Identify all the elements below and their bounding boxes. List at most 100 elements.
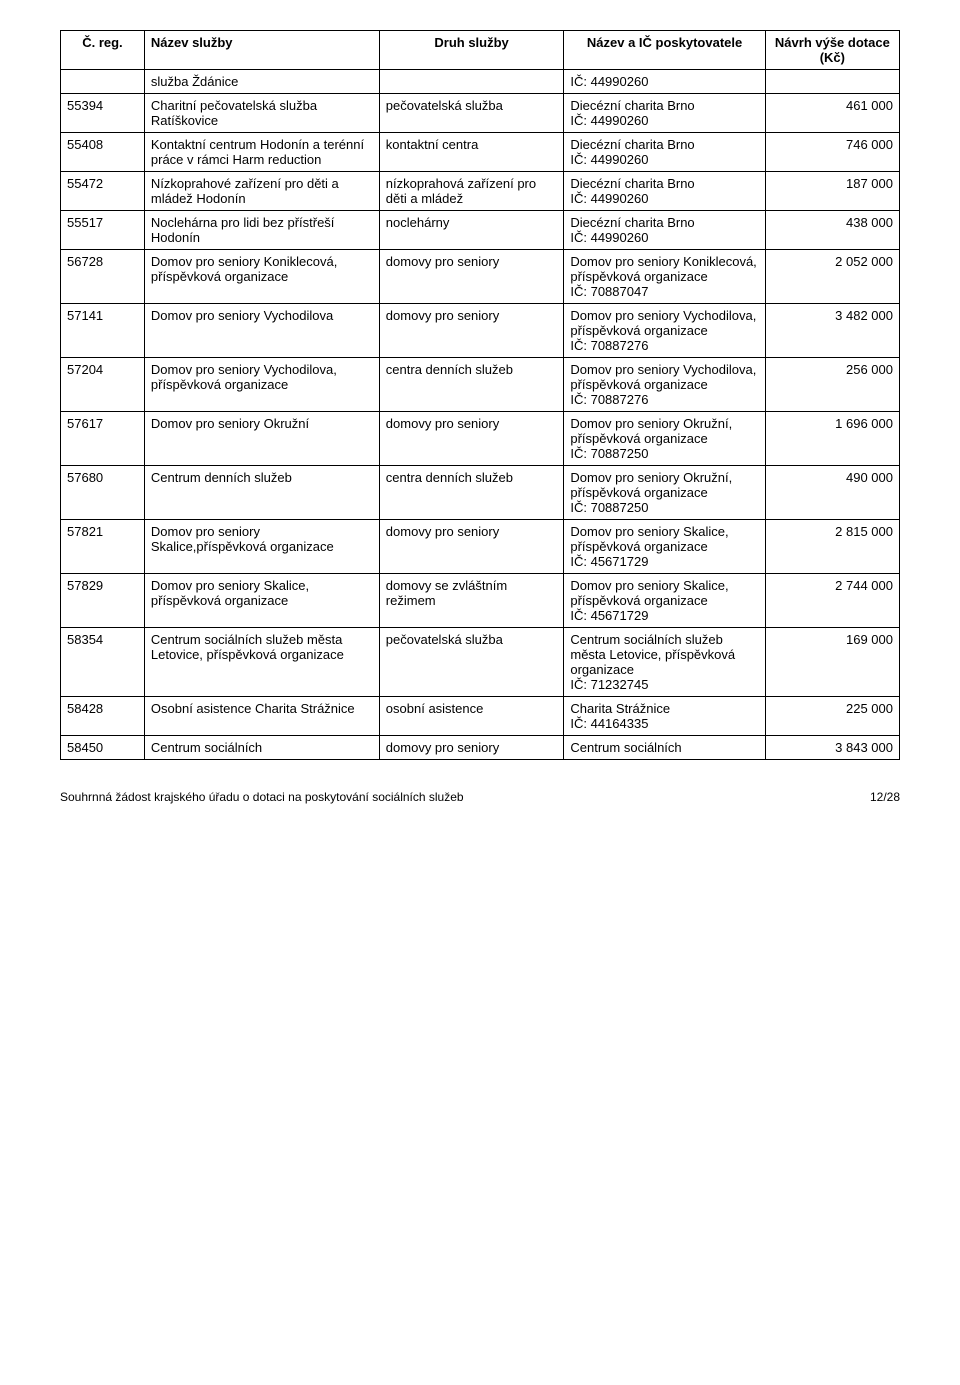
page-footer: Souhrnná žádost krajského úřadu o dotaci… — [60, 790, 900, 804]
cell-dotace — [765, 70, 899, 94]
cell-dotace: 490 000 — [765, 466, 899, 520]
cell-druh: centra denních služeb — [379, 358, 564, 412]
cell-reg: 58354 — [61, 628, 145, 697]
cell-nazev: Noclehárna pro lidi bez přístřeší Hodoní… — [144, 211, 379, 250]
cell-druh: domovy pro seniory — [379, 304, 564, 358]
table-row: 57204Domov pro seniory Vychodilova, přís… — [61, 358, 900, 412]
table-row: 58354Centrum sociálních služeb města Let… — [61, 628, 900, 697]
col-druh: Druh služby — [379, 31, 564, 70]
cell-druh: domovy pro seniory — [379, 520, 564, 574]
cell-druh: domovy pro seniory — [379, 412, 564, 466]
cell-nazev: Domov pro seniory Skalice, příspěvková o… — [144, 574, 379, 628]
footer-right: 12/28 — [870, 790, 900, 804]
cell-druh: pečovatelská služba — [379, 628, 564, 697]
table-row: 57680Centrum denních služebcentra denníc… — [61, 466, 900, 520]
col-dotace: Návrh výše dotace (Kč) — [765, 31, 899, 70]
cell-poskytovatel: Charita Strážnice IČ: 44164335 — [564, 697, 765, 736]
cell-dotace: 169 000 — [765, 628, 899, 697]
services-table: Č. reg. Název služby Druh služby Název a… — [60, 30, 900, 760]
cell-reg — [61, 70, 145, 94]
cell-nazev: Nízkoprahové zařízení pro děti a mládež … — [144, 172, 379, 211]
footer-left: Souhrnná žádost krajského úřadu o dotaci… — [60, 790, 464, 804]
cell-poskytovatel: Domov pro seniory Koniklecová, příspěvko… — [564, 250, 765, 304]
cell-dotace: 461 000 — [765, 94, 899, 133]
cell-dotace: 438 000 — [765, 211, 899, 250]
table-row: 57617Domov pro seniory Okružnídomovy pro… — [61, 412, 900, 466]
cell-nazev: Centrum sociálních služeb města Letovice… — [144, 628, 379, 697]
table-row: 55472Nízkoprahové zařízení pro děti a ml… — [61, 172, 900, 211]
cell-reg: 58428 — [61, 697, 145, 736]
cell-druh: pečovatelská služba — [379, 94, 564, 133]
cell-poskytovatel: Domov pro seniory Skalice, příspěvková o… — [564, 574, 765, 628]
cell-reg: 57680 — [61, 466, 145, 520]
cell-reg: 57829 — [61, 574, 145, 628]
cell-reg: 55394 — [61, 94, 145, 133]
cell-nazev: Domov pro seniory Skalice,příspěvková or… — [144, 520, 379, 574]
cell-poskytovatel: Diecézní charita Brno IČ: 44990260 — [564, 172, 765, 211]
table-header-row: Č. reg. Název služby Druh služby Název a… — [61, 31, 900, 70]
cell-poskytovatel: Diecézní charita Brno IČ: 44990260 — [564, 94, 765, 133]
cell-poskytovatel: IČ: 44990260 — [564, 70, 765, 94]
cell-poskytovatel: Centrum sociálních služeb města Letovice… — [564, 628, 765, 697]
cell-reg: 58450 — [61, 736, 145, 760]
cell-nazev: Domov pro seniory Koniklecová, příspěvko… — [144, 250, 379, 304]
cell-dotace: 225 000 — [765, 697, 899, 736]
cell-dotace: 1 696 000 — [765, 412, 899, 466]
cell-druh — [379, 70, 564, 94]
cell-nazev: Centrum denních služeb — [144, 466, 379, 520]
cell-nazev: Osobní asistence Charita Strážnice — [144, 697, 379, 736]
cell-druh: nízkoprahová zařízení pro děti a mládež — [379, 172, 564, 211]
cell-druh: centra denních služeb — [379, 466, 564, 520]
cell-dotace: 187 000 — [765, 172, 899, 211]
cell-poskytovatel: Centrum sociálních — [564, 736, 765, 760]
cell-reg: 55472 — [61, 172, 145, 211]
cell-poskytovatel: Diecézní charita Brno IČ: 44990260 — [564, 133, 765, 172]
table-row: 58428Osobní asistence Charita Strážniceo… — [61, 697, 900, 736]
cell-poskytovatel: Domov pro seniory Okružní, příspěvková o… — [564, 466, 765, 520]
cell-dotace: 2 815 000 — [765, 520, 899, 574]
cell-nazev: Domov pro seniory Vychodilova — [144, 304, 379, 358]
cell-dotace: 3 482 000 — [765, 304, 899, 358]
cell-reg: 57617 — [61, 412, 145, 466]
cell-dotace: 256 000 — [765, 358, 899, 412]
cell-reg: 55408 — [61, 133, 145, 172]
table-row: 56728Domov pro seniory Koniklecová, přís… — [61, 250, 900, 304]
cell-poskytovatel: Domov pro seniory Skalice, příspěvková o… — [564, 520, 765, 574]
cell-druh: domovy se zvláštním režimem — [379, 574, 564, 628]
cell-poskytovatel: Domov pro seniory Vychodilova, příspěvko… — [564, 304, 765, 358]
cell-druh: noclehárny — [379, 211, 564, 250]
table-row: 57141Domov pro seniory Vychodilovadomovy… — [61, 304, 900, 358]
cell-nazev: Domov pro seniory Vychodilova, příspěvko… — [144, 358, 379, 412]
cell-nazev: Charitní pečovatelská služba Ratíškovice — [144, 94, 379, 133]
table-row: 55517Noclehárna pro lidi bez přístřeší H… — [61, 211, 900, 250]
cell-nazev: Domov pro seniory Okružní — [144, 412, 379, 466]
cell-nazev: Kontaktní centrum Hodonín a terénní prác… — [144, 133, 379, 172]
cell-druh: domovy pro seniory — [379, 250, 564, 304]
cell-reg: 57204 — [61, 358, 145, 412]
cell-dotace: 2 052 000 — [765, 250, 899, 304]
cell-poskytovatel: Domov pro seniory Okružní, příspěvková o… — [564, 412, 765, 466]
table-row: 58450Centrum sociálníchdomovy pro senior… — [61, 736, 900, 760]
table-row: 57821Domov pro seniory Skalice,příspěvko… — [61, 520, 900, 574]
cell-nazev: Centrum sociálních — [144, 736, 379, 760]
cell-nazev: služba Ždánice — [144, 70, 379, 94]
cell-poskytovatel: Diecézní charita Brno IČ: 44990260 — [564, 211, 765, 250]
cell-poskytovatel: Domov pro seniory Vychodilova, příspěvko… — [564, 358, 765, 412]
cell-reg: 56728 — [61, 250, 145, 304]
table-row: 55408Kontaktní centrum Hodonín a terénní… — [61, 133, 900, 172]
cell-druh: osobní asistence — [379, 697, 564, 736]
cell-reg: 57141 — [61, 304, 145, 358]
cell-dotace: 746 000 — [765, 133, 899, 172]
table-row: služba Ždánice IČ: 44990260 — [61, 70, 900, 94]
col-poskytovatel: Název a IČ poskytovatele — [564, 31, 765, 70]
cell-druh: kontaktní centra — [379, 133, 564, 172]
table-row: 57829Domov pro seniory Skalice, příspěvk… — [61, 574, 900, 628]
col-nazev: Název služby — [144, 31, 379, 70]
cell-reg: 55517 — [61, 211, 145, 250]
table-row: 55394Charitní pečovatelská služba Ratíšk… — [61, 94, 900, 133]
cell-dotace: 3 843 000 — [765, 736, 899, 760]
cell-dotace: 2 744 000 — [765, 574, 899, 628]
col-reg: Č. reg. — [61, 31, 145, 70]
cell-reg: 57821 — [61, 520, 145, 574]
cell-druh: domovy pro seniory — [379, 736, 564, 760]
